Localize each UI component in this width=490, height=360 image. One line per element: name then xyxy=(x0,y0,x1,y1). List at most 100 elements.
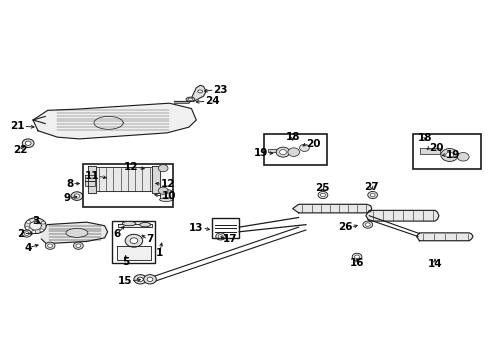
Circle shape xyxy=(158,187,168,194)
Polygon shape xyxy=(420,148,440,154)
Text: 9: 9 xyxy=(64,193,71,203)
Text: 8: 8 xyxy=(66,179,74,189)
Circle shape xyxy=(25,226,29,229)
Text: 22: 22 xyxy=(13,145,27,155)
Bar xyxy=(413,134,481,169)
Polygon shape xyxy=(174,85,206,103)
Bar xyxy=(83,164,173,207)
Polygon shape xyxy=(366,210,439,221)
Polygon shape xyxy=(160,192,173,200)
Text: 19: 19 xyxy=(446,150,460,160)
Ellipse shape xyxy=(159,198,172,202)
Text: 25: 25 xyxy=(315,183,329,193)
Circle shape xyxy=(24,232,29,235)
Circle shape xyxy=(125,234,143,247)
Polygon shape xyxy=(85,181,95,186)
Polygon shape xyxy=(416,233,473,241)
Circle shape xyxy=(130,238,138,244)
Text: 16: 16 xyxy=(350,258,364,268)
Text: 18: 18 xyxy=(286,132,300,142)
Text: 5: 5 xyxy=(122,257,129,267)
Circle shape xyxy=(288,148,299,157)
Text: 15: 15 xyxy=(118,276,132,286)
Circle shape xyxy=(26,220,30,223)
Text: 2: 2 xyxy=(18,229,25,239)
Text: 24: 24 xyxy=(205,96,220,107)
Circle shape xyxy=(458,153,469,161)
Circle shape xyxy=(318,192,328,199)
Polygon shape xyxy=(25,218,46,234)
Circle shape xyxy=(216,233,225,240)
Circle shape xyxy=(280,150,287,155)
Text: 12: 12 xyxy=(161,179,176,189)
Circle shape xyxy=(23,139,34,148)
Text: 17: 17 xyxy=(223,234,238,244)
Ellipse shape xyxy=(186,97,195,102)
Circle shape xyxy=(446,152,454,158)
Circle shape xyxy=(48,244,52,248)
Text: 13: 13 xyxy=(189,223,203,233)
Text: 18: 18 xyxy=(418,133,433,143)
Polygon shape xyxy=(88,166,97,193)
Ellipse shape xyxy=(66,228,88,237)
Circle shape xyxy=(158,165,168,172)
Text: 11: 11 xyxy=(84,171,99,181)
Text: 12: 12 xyxy=(124,162,139,172)
Text: 21: 21 xyxy=(10,121,25,131)
Circle shape xyxy=(276,147,290,157)
Text: 14: 14 xyxy=(428,259,442,269)
Circle shape xyxy=(441,149,459,161)
Circle shape xyxy=(76,244,81,248)
Polygon shape xyxy=(293,204,372,213)
Circle shape xyxy=(352,253,362,260)
Circle shape xyxy=(366,223,370,226)
Text: 20: 20 xyxy=(306,139,320,149)
Circle shape xyxy=(40,229,44,232)
Polygon shape xyxy=(152,166,160,193)
Ellipse shape xyxy=(159,190,172,193)
Circle shape xyxy=(71,192,83,201)
Text: 26: 26 xyxy=(338,222,352,232)
Text: 1: 1 xyxy=(156,248,163,258)
Text: 6: 6 xyxy=(114,229,121,239)
Text: 3: 3 xyxy=(32,216,39,226)
Circle shape xyxy=(218,235,223,238)
Polygon shape xyxy=(85,175,95,181)
Circle shape xyxy=(74,194,80,198)
Text: 19: 19 xyxy=(254,148,269,158)
Circle shape xyxy=(25,141,31,145)
Text: 23: 23 xyxy=(213,85,228,95)
Ellipse shape xyxy=(122,221,136,226)
Circle shape xyxy=(22,230,31,237)
Polygon shape xyxy=(269,149,277,152)
Text: 10: 10 xyxy=(162,191,177,201)
Circle shape xyxy=(74,242,83,249)
Bar xyxy=(265,134,327,165)
Circle shape xyxy=(32,231,36,233)
Text: 27: 27 xyxy=(365,182,379,192)
Circle shape xyxy=(34,218,38,221)
Text: 20: 20 xyxy=(429,143,443,153)
Circle shape xyxy=(370,193,375,197)
Text: 4: 4 xyxy=(24,243,32,253)
Polygon shape xyxy=(33,103,196,139)
Text: 7: 7 xyxy=(147,234,154,244)
Polygon shape xyxy=(95,167,153,192)
Bar xyxy=(113,221,155,263)
Circle shape xyxy=(147,277,153,282)
Circle shape xyxy=(144,275,156,284)
Ellipse shape xyxy=(188,98,193,100)
Circle shape xyxy=(368,192,377,199)
Polygon shape xyxy=(30,221,41,230)
Circle shape xyxy=(299,144,309,152)
Circle shape xyxy=(320,193,325,197)
Circle shape xyxy=(134,275,147,284)
Polygon shape xyxy=(118,224,152,227)
Circle shape xyxy=(137,277,143,282)
Circle shape xyxy=(355,255,360,258)
Ellipse shape xyxy=(198,90,202,93)
Ellipse shape xyxy=(140,222,150,227)
Polygon shape xyxy=(117,246,151,260)
Polygon shape xyxy=(41,222,108,244)
Circle shape xyxy=(363,221,373,228)
